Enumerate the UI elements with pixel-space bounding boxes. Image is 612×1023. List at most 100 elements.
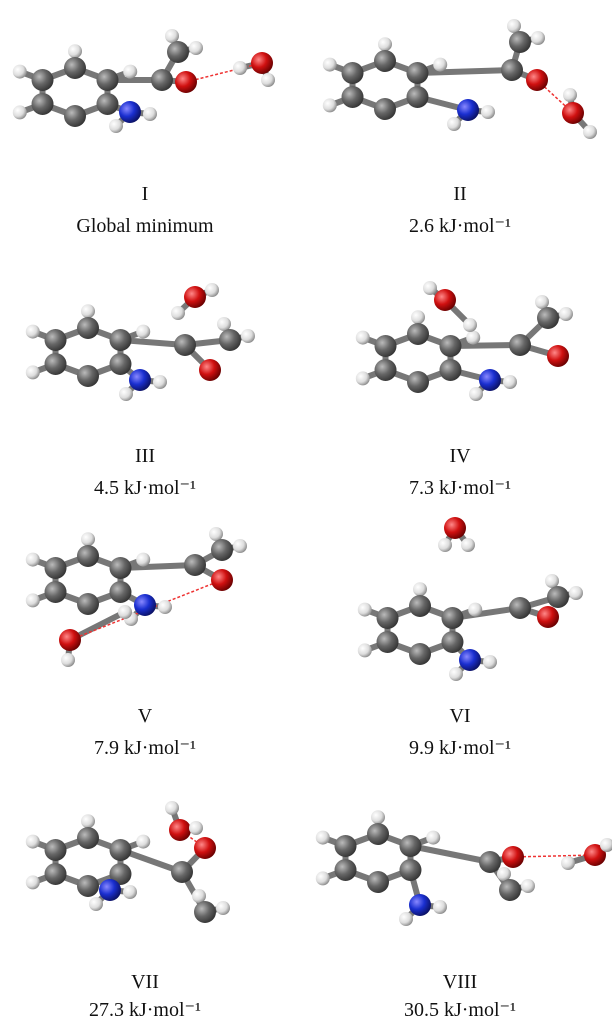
atom: [569, 586, 583, 600]
atom: [407, 371, 429, 393]
atom: [219, 329, 241, 351]
atom: [423, 281, 437, 295]
atom: [167, 41, 189, 63]
atom: [406, 86, 428, 108]
atom: [209, 527, 223, 541]
atom: [45, 581, 67, 603]
atom: [406, 62, 428, 84]
atom: [45, 839, 67, 861]
atom: [123, 885, 137, 899]
atom: [211, 569, 233, 591]
panel-label: VII: [131, 971, 159, 993]
atom: [507, 19, 521, 33]
atom: [461, 538, 475, 552]
atom: [426, 831, 440, 845]
atom: [136, 325, 150, 339]
atom: [13, 65, 27, 79]
atom: [356, 331, 370, 345]
atom: [499, 879, 521, 901]
atom: [479, 369, 501, 391]
atom: [374, 50, 396, 72]
atom: [109, 557, 131, 579]
atom: [377, 631, 399, 653]
atom: [399, 835, 421, 857]
atom: [184, 554, 206, 576]
atom: [335, 859, 357, 881]
atom: [109, 839, 131, 861]
atom: [535, 295, 549, 309]
panel-label: I: [142, 183, 149, 205]
atom: [469, 387, 483, 401]
atom: [217, 317, 231, 331]
atom: [583, 125, 597, 139]
atom: [526, 69, 548, 91]
atom: [211, 539, 233, 561]
atom: [153, 375, 167, 389]
atom: [561, 856, 575, 870]
atom: [481, 105, 495, 119]
atom: [441, 607, 463, 629]
atom: [45, 329, 67, 351]
atom: [129, 369, 151, 391]
atom: [537, 307, 559, 329]
panel-energy: 7.9 kJ·mol⁻¹: [94, 737, 196, 759]
atom: [169, 819, 191, 841]
atom: [32, 93, 54, 115]
atom: [483, 655, 497, 669]
atom: [497, 867, 511, 881]
atom: [64, 105, 86, 127]
atom: [119, 101, 141, 123]
atom: [509, 334, 531, 356]
atom: [447, 117, 461, 131]
atom: [171, 306, 185, 320]
atom: [509, 31, 531, 53]
atom: [233, 61, 247, 75]
atom: [45, 557, 67, 579]
panel-label: VIII: [443, 971, 477, 993]
atom: [358, 643, 372, 657]
atom: [59, 629, 81, 651]
atom: [45, 353, 67, 375]
atom: [433, 900, 447, 914]
atom: [96, 69, 118, 91]
atom: [216, 901, 230, 915]
atom: [409, 595, 431, 617]
atom: [399, 859, 421, 881]
atom: [194, 837, 216, 859]
atom: [77, 827, 99, 849]
atom: [99, 879, 121, 901]
atom: [479, 851, 501, 873]
atom: [409, 643, 431, 665]
atom: [61, 653, 75, 667]
panel-label: III: [135, 445, 155, 467]
atom: [367, 871, 389, 893]
atom: [409, 894, 431, 916]
atom: [26, 553, 40, 567]
atom: [371, 810, 385, 824]
atom: [323, 58, 337, 72]
atom: [81, 532, 95, 546]
atom: [81, 304, 95, 318]
atom: [342, 86, 364, 108]
atom: [374, 98, 396, 120]
atom: [171, 861, 193, 883]
atom: [356, 371, 370, 385]
atom: [547, 586, 569, 608]
atom: [136, 835, 150, 849]
atom: [501, 59, 523, 81]
panel-energy: 4.5 kJ·mol⁻¹: [94, 477, 196, 499]
panel-label: V: [138, 705, 153, 727]
atom: [438, 538, 452, 552]
atom: [399, 912, 413, 926]
atom: [358, 603, 372, 617]
atom: [64, 57, 86, 79]
bond: [417, 70, 512, 73]
atom: [13, 105, 27, 119]
atom: [377, 607, 399, 629]
atom: [158, 600, 172, 614]
atom: [407, 323, 429, 345]
atom: [77, 593, 99, 615]
atom: [26, 593, 40, 607]
atom: [26, 325, 40, 339]
atom: [174, 334, 196, 356]
